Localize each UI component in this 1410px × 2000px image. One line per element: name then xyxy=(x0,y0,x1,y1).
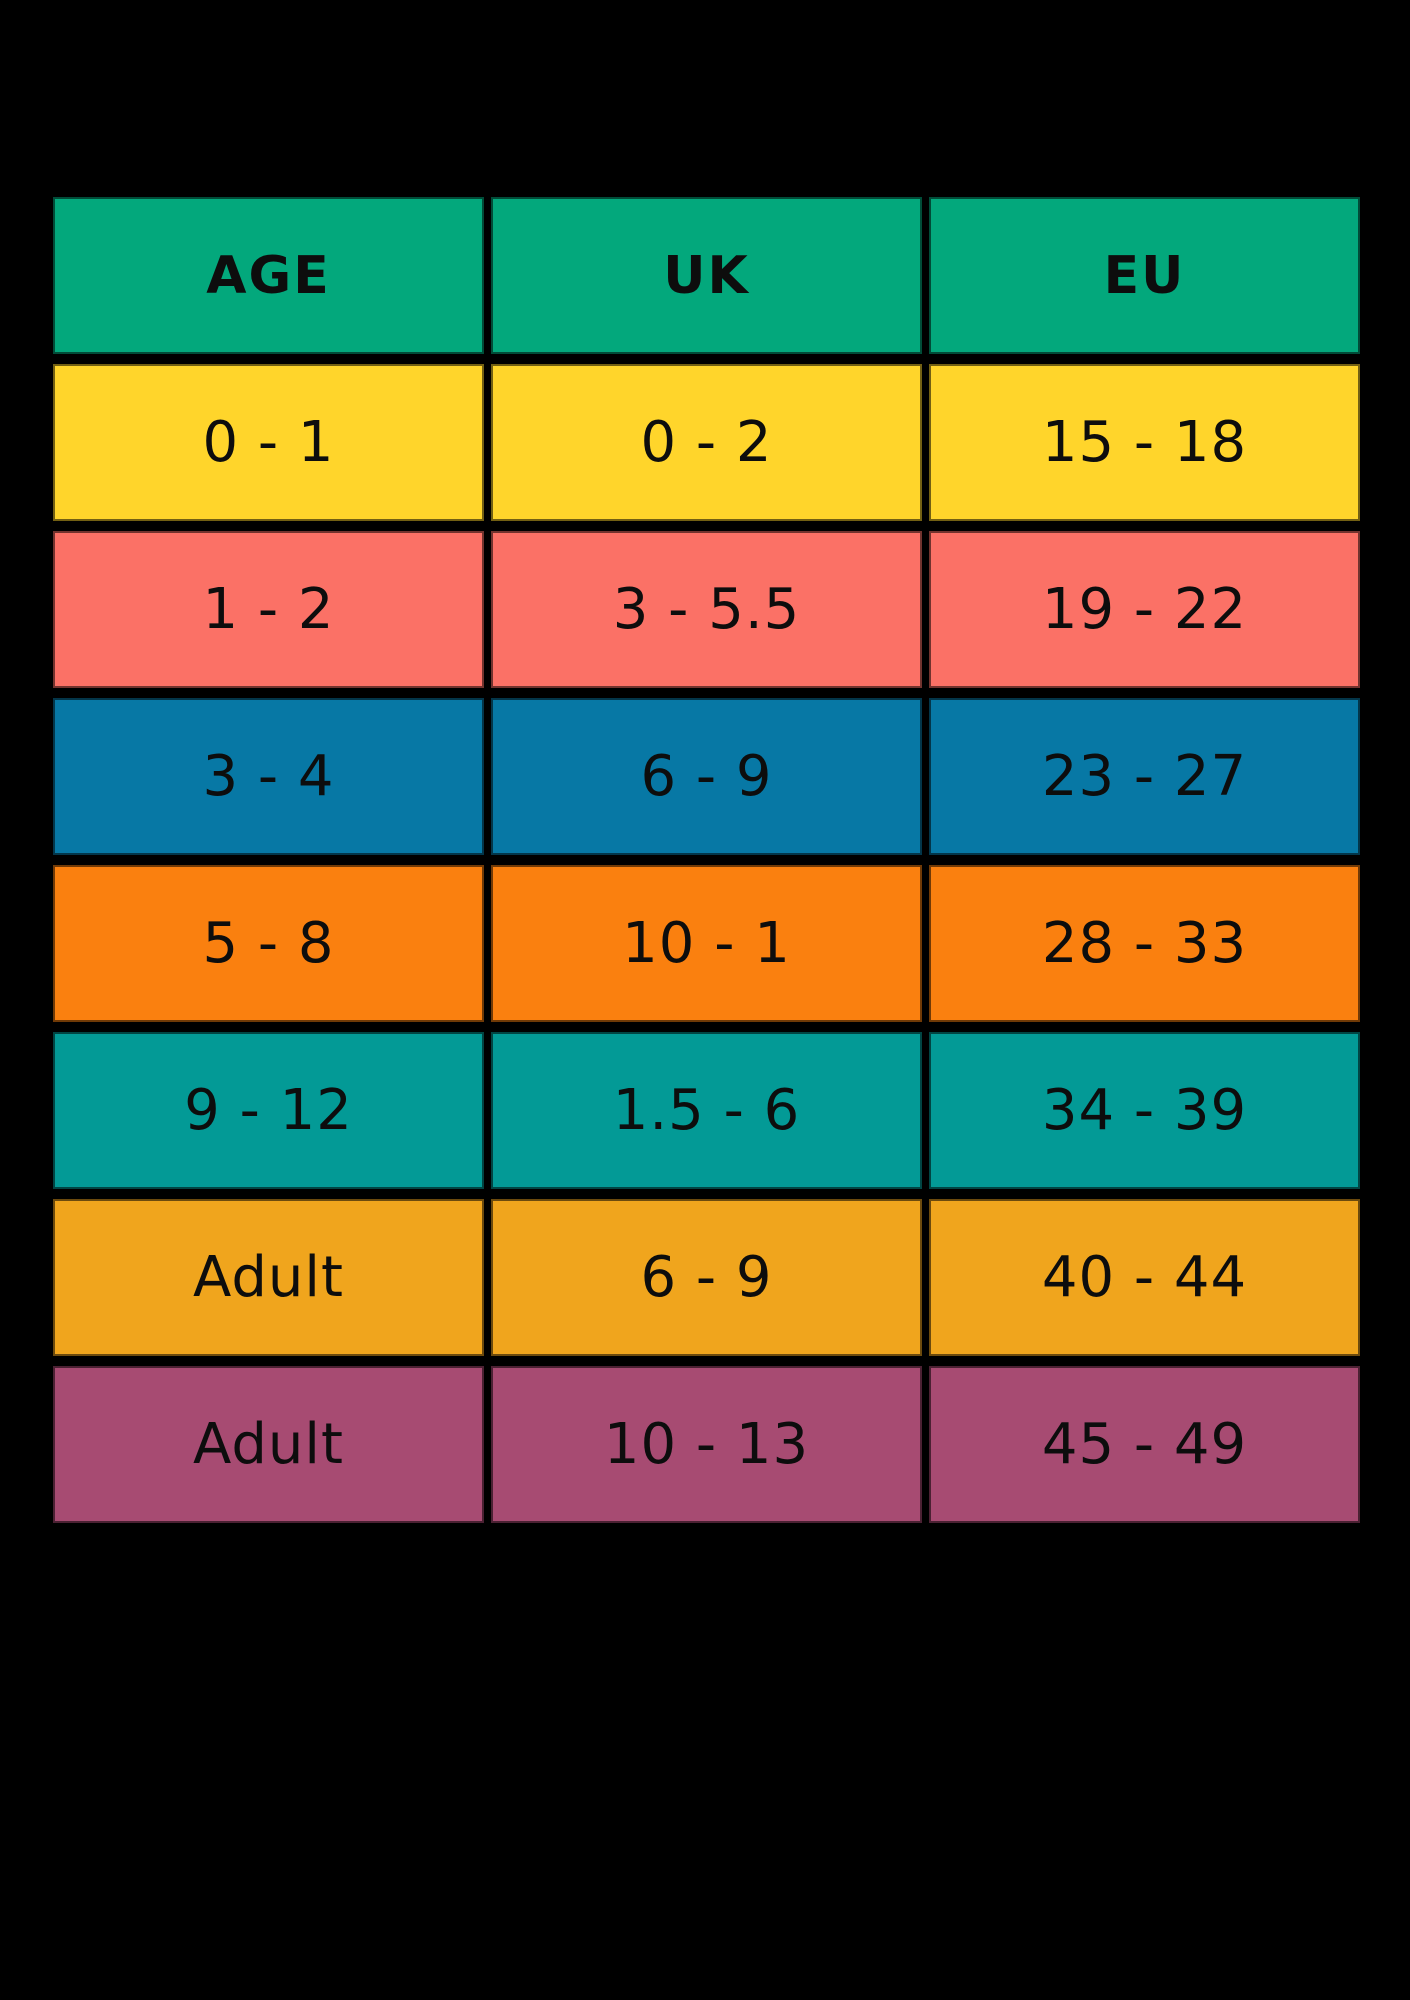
table-cell-row5-eu: 34 - 39 xyxy=(929,1032,1360,1189)
table-cell-row3-uk: 6 - 9 xyxy=(491,698,922,855)
header-cell-uk: UK xyxy=(491,197,922,354)
table-cell-row2-eu: 19 - 22 xyxy=(929,531,1360,688)
header-cell-eu: EU xyxy=(929,197,1360,354)
table-cell-row6-uk: 6 - 9 xyxy=(491,1199,922,1356)
table-cell-row7-uk: 10 - 13 xyxy=(491,1366,922,1523)
table-cell-row7-age: Adult xyxy=(53,1366,484,1523)
table-cell-row4-uk: 10 - 1 xyxy=(491,865,922,1022)
table-cell-row4-eu: 28 - 33 xyxy=(929,865,1360,1022)
table-cell-row2-uk: 3 - 5.5 xyxy=(491,531,922,688)
size-conversion-table: AGE UK EU 0 - 1 0 - 2 15 - 18 1 - 2 3 - … xyxy=(53,197,1360,1523)
table-cell-row1-uk: 0 - 2 xyxy=(491,364,922,521)
table-cell-row3-age: 3 - 4 xyxy=(53,698,484,855)
table-cell-row4-age: 5 - 8 xyxy=(53,865,484,1022)
table-cell-row1-eu: 15 - 18 xyxy=(929,364,1360,521)
table-cell-row5-uk: 1.5 - 6 xyxy=(491,1032,922,1189)
table-cell-row7-eu: 45 - 49 xyxy=(929,1366,1360,1523)
header-cell-age: AGE xyxy=(53,197,484,354)
table-cell-row5-age: 9 - 12 xyxy=(53,1032,484,1189)
table-cell-row6-age: Adult xyxy=(53,1199,484,1356)
table-cell-row2-age: 1 - 2 xyxy=(53,531,484,688)
table-cell-row3-eu: 23 - 27 xyxy=(929,698,1360,855)
table-cell-row1-age: 0 - 1 xyxy=(53,364,484,521)
table-cell-row6-eu: 40 - 44 xyxy=(929,1199,1360,1356)
